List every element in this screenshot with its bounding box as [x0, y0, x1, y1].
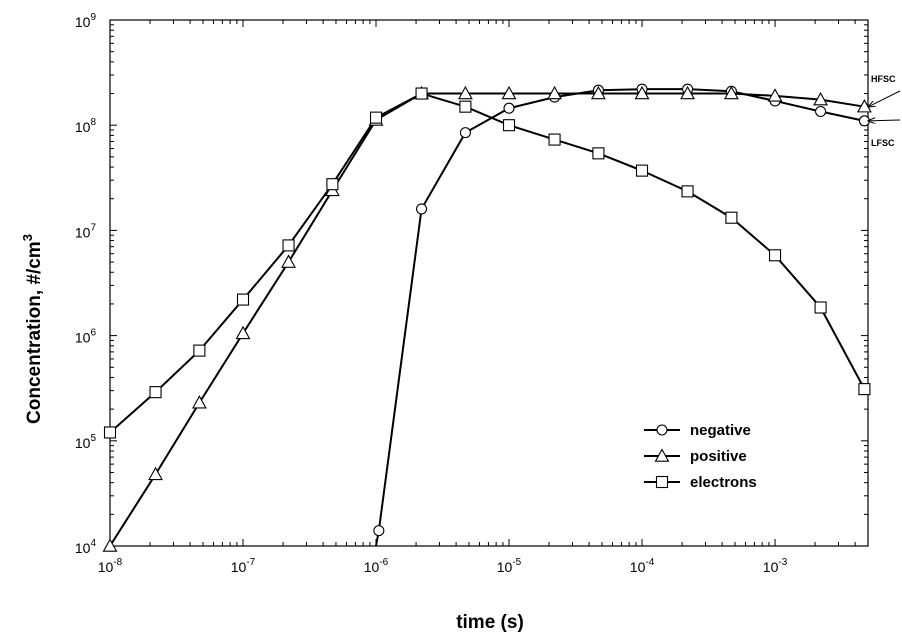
data-point-negative: [815, 105, 827, 118]
data-point-electrons: [502, 119, 516, 132]
series-line-negative: [375, 88, 865, 547]
data-point-negative: [373, 525, 385, 537]
data-point-electrons: [592, 147, 605, 160]
data-point-positive: [547, 85, 562, 100]
data-point-electrons: [326, 178, 339, 191]
legend-label-electrons: electrons: [690, 474, 757, 491]
annotation-label: LFSC: [871, 138, 895, 148]
series-markers: [102, 83, 872, 552]
x-tick-label: 10-3: [763, 557, 788, 575]
x-tick-labels: 10-8 10-7 10-6 10-5 10-4 10-3: [98, 557, 788, 575]
y-tick-label: 105: [75, 433, 97, 451]
data-point-electrons: [282, 239, 295, 252]
legend-marker-negative: [656, 424, 668, 436]
legend-marker-electrons: [655, 475, 669, 489]
data-point-positive: [723, 85, 739, 100]
data-point-electrons: [814, 301, 827, 314]
major-ticks: [109, 19, 868, 547]
data-point-electrons: [236, 293, 250, 306]
annotation-arrow: [868, 90, 901, 107]
data-point-negative: [416, 203, 428, 215]
x-tick-label: 10-7: [231, 557, 256, 575]
series-line-positive: [109, 92, 865, 547]
data-point-positive: [501, 85, 517, 100]
data-point-negative: [459, 127, 471, 139]
legend: negative positive electrons: [644, 422, 757, 491]
y-axis-title: Concentration, #/cm3: [20, 234, 45, 424]
data-point-positive: [590, 85, 606, 100]
data-point-negative: [503, 102, 515, 114]
x-axis-title: time (s): [456, 612, 524, 633]
y-tick-labels: 104 105 106 107 108 109: [75, 12, 97, 556]
data-point-positive: [767, 88, 783, 102]
annotations: HFSC LFSC: [868, 74, 901, 148]
plot-frame: [109, 19, 869, 547]
data-point-positive: [634, 85, 650, 100]
data-point-electrons: [193, 344, 206, 357]
data-point-electrons: [858, 383, 871, 396]
y-tick-label: 109: [75, 12, 97, 30]
x-tick-label: 10-6: [364, 557, 389, 575]
annotation-label: HFSC: [871, 74, 896, 84]
data-point-positive: [813, 91, 829, 106]
series-line-electrons: [109, 92, 866, 434]
data-point-electrons: [415, 87, 428, 100]
x-tick-label: 10-5: [497, 557, 522, 575]
x-tick-label: 10-8: [98, 557, 123, 575]
data-point-positive: [457, 85, 473, 100]
y-axis-title-text: Concentration, #/cm: [24, 241, 45, 424]
y-tick-label: 104: [75, 538, 97, 556]
data-point-electrons: [459, 100, 472, 113]
data-point-electrons: [548, 133, 561, 146]
y-tick-label: 106: [75, 328, 97, 346]
data-point-negative: [858, 115, 870, 127]
data-point-positive: [235, 325, 251, 340]
minor-ticks: [110, 20, 869, 546]
legend-label-positive: positive: [690, 448, 747, 465]
data-point-positive: [191, 395, 207, 409]
y-axis-title-superscript: 3: [20, 234, 35, 241]
data-point-electrons: [635, 164, 649, 177]
legend-label-negative: negative: [690, 422, 751, 439]
data-point-positive: [680, 85, 696, 100]
annotation-arrow: [868, 120, 901, 121]
data-point-positive: [148, 466, 163, 481]
y-tick-label: 108: [75, 117, 97, 135]
legend-marker-positive: [654, 448, 670, 462]
data-point-electrons: [103, 426, 117, 439]
data-point-positive: [102, 538, 118, 552]
x-tick-label: 10-4: [630, 557, 655, 575]
data-point-positive: [281, 254, 296, 268]
data-point-electrons: [768, 249, 782, 262]
data-point-electrons: [725, 211, 738, 224]
data-point-electrons: [369, 111, 383, 124]
data-point-electrons: [681, 185, 694, 198]
data-point-electrons: [149, 386, 162, 399]
y-tick-label: 107: [75, 222, 97, 240]
